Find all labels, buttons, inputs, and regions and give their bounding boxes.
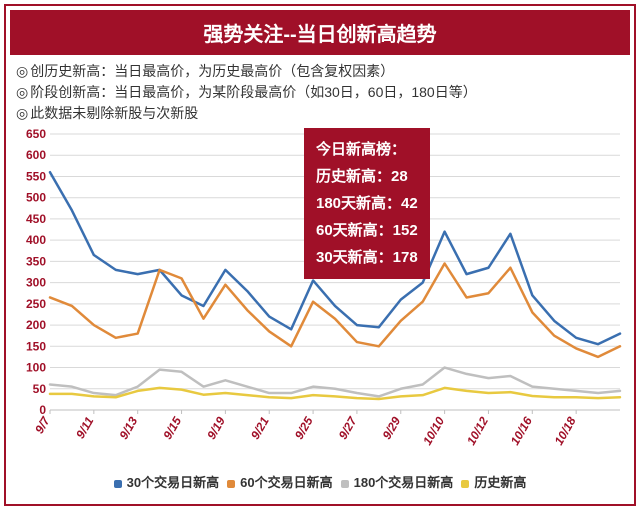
info-box: 今日新高榜：历史新高：28180天新高：4260天新高：15230天新高：178 bbox=[304, 128, 430, 279]
x-tick-label: 9/15 bbox=[160, 414, 184, 442]
legend-swatch-icon bbox=[114, 480, 122, 488]
y-tick-label: 500 bbox=[26, 191, 46, 205]
legend-swatch-icon bbox=[227, 480, 235, 488]
x-tick-label: 9/21 bbox=[248, 414, 272, 442]
y-tick-label: 300 bbox=[26, 276, 46, 290]
y-tick-label: 200 bbox=[26, 318, 46, 332]
x-tick-label: 9/27 bbox=[336, 413, 360, 441]
x-tick-label: 10/10 bbox=[420, 414, 447, 447]
note-bullet-icon: ◎ bbox=[16, 61, 28, 82]
note-bullet-icon: ◎ bbox=[16, 103, 28, 124]
y-tick-label: 550 bbox=[26, 169, 46, 183]
legend-swatch-icon bbox=[461, 480, 469, 488]
y-tick-label: 100 bbox=[26, 361, 46, 375]
page-title: 强势关注--当日创新高趋势 bbox=[203, 24, 436, 46]
y-tick-label: 350 bbox=[26, 254, 46, 268]
legend-label-1: 60个交易日新高 bbox=[240, 475, 332, 490]
note-row-0: ◎创历史新高：当日最高价，为历史最高价（包含复权因素） bbox=[16, 61, 624, 82]
notes-block: ◎创历史新高：当日最高价，为历史最高价（包含复权因素）◎阶段创新高：当日最高价，… bbox=[6, 61, 634, 128]
legend: 30个交易日新高 60个交易日新高 180个交易日新高 历史新高 bbox=[6, 468, 634, 491]
y-tick-label: 650 bbox=[26, 128, 46, 141]
info-box-row-3: 30天新高：178 bbox=[316, 244, 418, 271]
note-row-1: ◎阶段创新高：当日最高价，为某阶段最高价（如30日，60日，180日等） bbox=[16, 82, 624, 103]
x-tick-label: 10/12 bbox=[464, 414, 491, 447]
note-text: 此数据未剔除新股与次新股 bbox=[30, 103, 198, 124]
x-tick-label: 9/19 bbox=[204, 414, 228, 442]
x-tick-label: 10/18 bbox=[552, 414, 579, 447]
x-tick-label: 9/29 bbox=[380, 414, 404, 442]
note-text: 创历史新高：当日最高价，为历史最高价（包含复权因素） bbox=[30, 61, 394, 82]
frame: 强势关注--当日创新高趋势 ◎创历史新高：当日最高价，为历史最高价（包含复权因素… bbox=[4, 4, 636, 506]
chart-wrap: 0501001502002503003504004505005506006509… bbox=[14, 128, 626, 468]
x-tick-label: 10/16 bbox=[508, 414, 535, 447]
y-tick-label: 250 bbox=[26, 297, 46, 311]
x-tick-label: 9/25 bbox=[292, 414, 316, 442]
info-box-row-2: 60天新高：152 bbox=[316, 217, 418, 244]
legend-label-2: 180个交易日新高 bbox=[354, 475, 454, 490]
y-tick-label: 400 bbox=[26, 233, 46, 247]
x-tick-label: 9/7 bbox=[32, 413, 53, 436]
x-tick-label: 9/11 bbox=[73, 414, 97, 441]
note-bullet-icon: ◎ bbox=[16, 82, 28, 103]
note-text: 阶段创新高：当日最高价，为某阶段最高价（如30日，60日，180日等） bbox=[30, 82, 477, 103]
x-tick-label: 9/13 bbox=[116, 414, 140, 442]
legend-label-0: 30个交易日新高 bbox=[127, 475, 219, 490]
info-box-title: 今日新高榜： bbox=[316, 136, 418, 163]
legend-swatch-icon bbox=[341, 480, 349, 488]
y-tick-label: 450 bbox=[26, 212, 46, 226]
y-tick-label: 50 bbox=[33, 382, 47, 396]
title-bar: 强势关注--当日创新高趋势 bbox=[10, 10, 630, 55]
y-tick-label: 600 bbox=[26, 148, 46, 162]
y-tick-label: 150 bbox=[26, 339, 46, 353]
legend-label-3: 历史新高 bbox=[474, 475, 526, 490]
note-row-2: ◎此数据未剔除新股与次新股 bbox=[16, 103, 624, 124]
info-box-row-1: 180天新高：42 bbox=[316, 190, 418, 217]
info-box-row-0: 历史新高：28 bbox=[316, 163, 418, 190]
